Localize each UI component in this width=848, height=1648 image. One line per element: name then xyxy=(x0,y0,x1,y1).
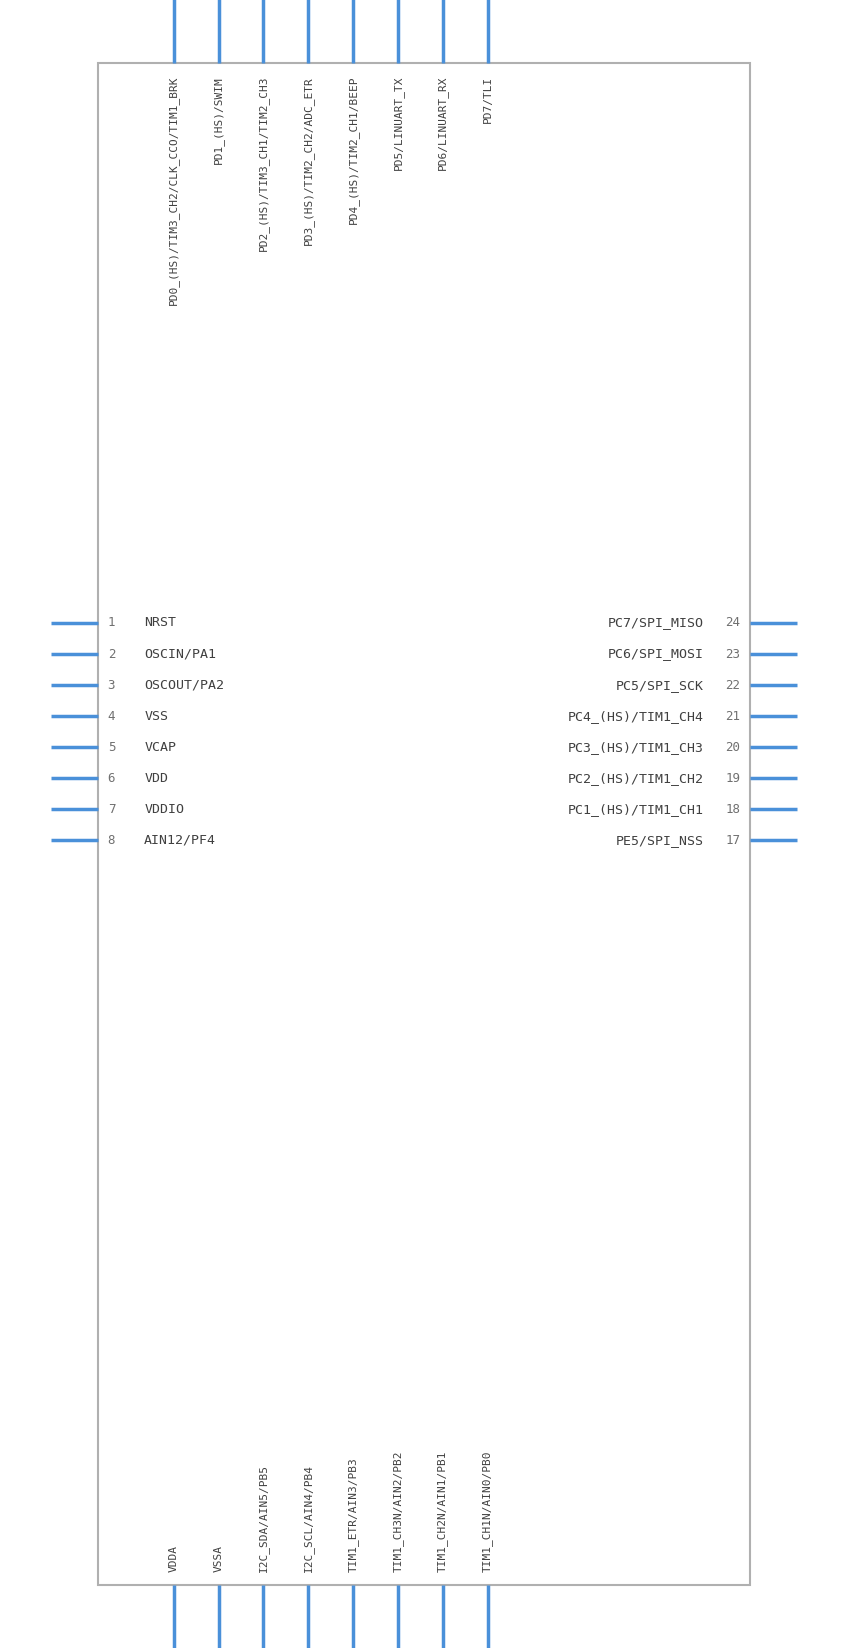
Text: PC4_(HS)/TIM1_CH4: PC4_(HS)/TIM1_CH4 xyxy=(568,710,704,723)
Text: OSCIN/PA1: OSCIN/PA1 xyxy=(144,648,216,661)
Text: 7: 7 xyxy=(108,803,115,816)
Text: PE5/SPI_NSS: PE5/SPI_NSS xyxy=(616,834,704,847)
Text: PD6/LINUART_RX: PD6/LINUART_RX xyxy=(438,76,449,170)
Text: PD2_(HS)/TIM3_CH1/TIM2_CH3: PD2_(HS)/TIM3_CH1/TIM2_CH3 xyxy=(258,76,269,250)
Text: 3: 3 xyxy=(108,679,115,692)
Text: PD0_(HS)/TIM3_CH2/CLK_CCO/TIM1_BRK: PD0_(HS)/TIM3_CH2/CLK_CCO/TIM1_BRK xyxy=(169,76,179,305)
Text: AIN12/PF4: AIN12/PF4 xyxy=(144,834,216,847)
Text: PC1_(HS)/TIM1_CH1: PC1_(HS)/TIM1_CH1 xyxy=(568,803,704,816)
Text: 1: 1 xyxy=(108,616,115,630)
Text: 4: 4 xyxy=(108,710,115,723)
Text: PC7/SPI_MISO: PC7/SPI_MISO xyxy=(608,616,704,630)
Text: VDD: VDD xyxy=(144,771,168,784)
Text: PC2_(HS)/TIM1_CH2: PC2_(HS)/TIM1_CH2 xyxy=(568,771,704,784)
Text: TIM1_CH3N/AIN2/PB2: TIM1_CH3N/AIN2/PB2 xyxy=(393,1450,404,1572)
Text: 22: 22 xyxy=(725,679,740,692)
Bar xyxy=(98,63,750,1585)
Text: 19: 19 xyxy=(725,771,740,784)
Text: PC6/SPI_MOSI: PC6/SPI_MOSI xyxy=(608,648,704,661)
Text: PD7/TLI: PD7/TLI xyxy=(483,76,493,124)
Text: PD5/LINUART_TX: PD5/LINUART_TX xyxy=(393,76,404,170)
Text: VDDA: VDDA xyxy=(169,1546,179,1572)
Text: PC5/SPI_SCK: PC5/SPI_SCK xyxy=(616,679,704,692)
Text: PC3_(HS)/TIM1_CH3: PC3_(HS)/TIM1_CH3 xyxy=(568,740,704,753)
Text: VCAP: VCAP xyxy=(144,740,176,753)
Text: NRST: NRST xyxy=(144,616,176,630)
Text: OSCOUT/PA2: OSCOUT/PA2 xyxy=(144,679,224,692)
Text: VSS: VSS xyxy=(144,710,168,723)
Text: 8: 8 xyxy=(108,834,115,847)
Text: I2C_SDA/AIN5/PB5: I2C_SDA/AIN5/PB5 xyxy=(258,1463,269,1572)
Text: I2C_SCL/AIN4/PB4: I2C_SCL/AIN4/PB4 xyxy=(303,1463,314,1572)
Text: 23: 23 xyxy=(725,648,740,661)
Text: VSSA: VSSA xyxy=(214,1546,224,1572)
Text: 20: 20 xyxy=(725,740,740,753)
Text: PD3_(HS)/TIM2_CH2/ADC_ETR: PD3_(HS)/TIM2_CH2/ADC_ETR xyxy=(303,76,314,244)
Text: 18: 18 xyxy=(725,803,740,816)
Text: 6: 6 xyxy=(108,771,115,784)
Text: 5: 5 xyxy=(108,740,115,753)
Text: VDDIO: VDDIO xyxy=(144,803,184,816)
Text: PD1_(HS)/SWIM: PD1_(HS)/SWIM xyxy=(213,76,224,163)
Text: 17: 17 xyxy=(725,834,740,847)
Text: TIM1_ETR/AIN3/PB3: TIM1_ETR/AIN3/PB3 xyxy=(348,1457,359,1572)
Text: 24: 24 xyxy=(725,616,740,630)
Text: 21: 21 xyxy=(725,710,740,723)
Text: TIM1_CH2N/AIN1/PB1: TIM1_CH2N/AIN1/PB1 xyxy=(438,1450,449,1572)
Text: TIM1_CH1N/AIN0/PB0: TIM1_CH1N/AIN0/PB0 xyxy=(483,1450,493,1572)
Text: PD4_(HS)/TIM2_CH1/BEEP: PD4_(HS)/TIM2_CH1/BEEP xyxy=(348,76,359,224)
Text: 2: 2 xyxy=(108,648,115,661)
